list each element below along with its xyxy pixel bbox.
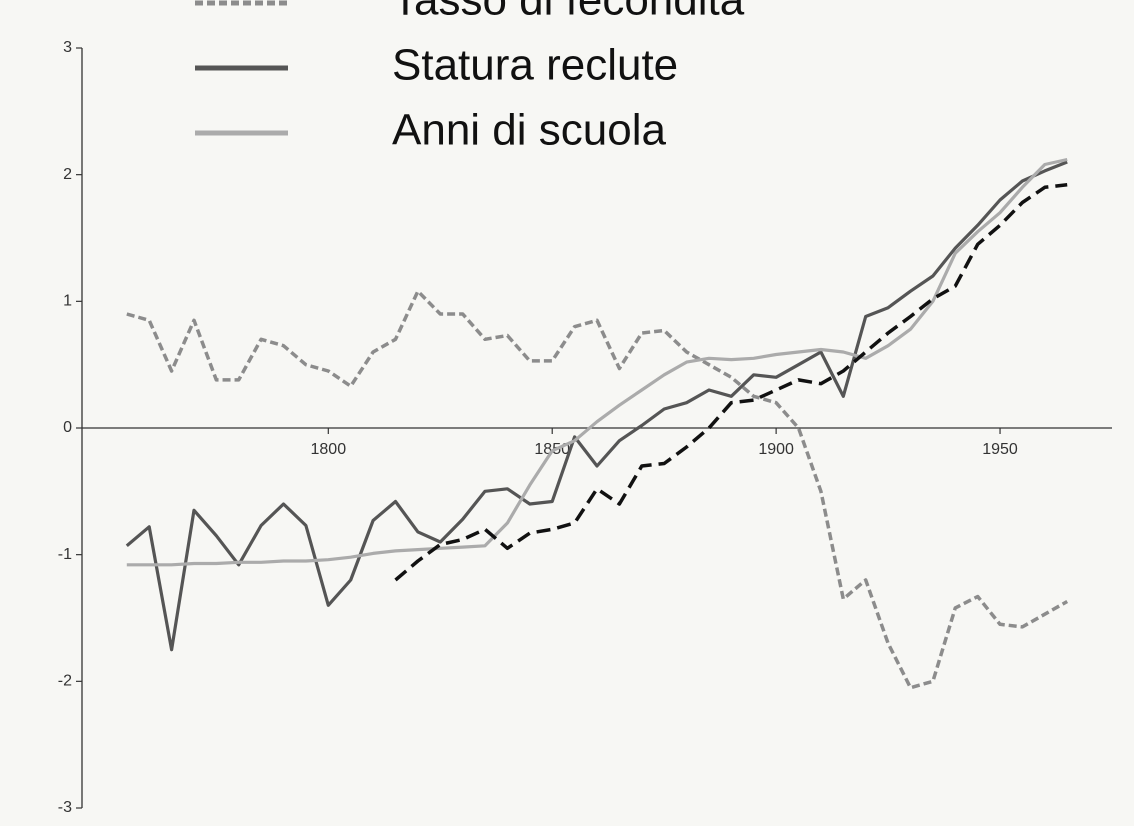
legend-label: Anni di scuola — [392, 106, 666, 155]
y-tick-label: 0 — [63, 419, 72, 436]
y-tick-label: -2 — [58, 673, 72, 690]
y-tick-label: -1 — [58, 546, 72, 563]
x-tick-label: 1800 — [311, 441, 347, 458]
series-line — [126, 289, 1069, 690]
series-line — [126, 157, 1068, 567]
x-tick-label: 1900 — [758, 441, 794, 458]
series-line — [394, 183, 1068, 582]
legend-label: Tasso di fecondità — [392, 0, 745, 25]
y-tick-label: 3 — [63, 39, 72, 56]
legend-label: Statura reclute — [392, 41, 678, 90]
y-tick-label: -3 — [58, 799, 72, 816]
y-tick-label: 1 — [63, 293, 72, 310]
y-tick-label: 2 — [63, 166, 72, 183]
series-line — [125, 160, 1068, 652]
x-tick-label: 1950 — [982, 441, 1018, 458]
